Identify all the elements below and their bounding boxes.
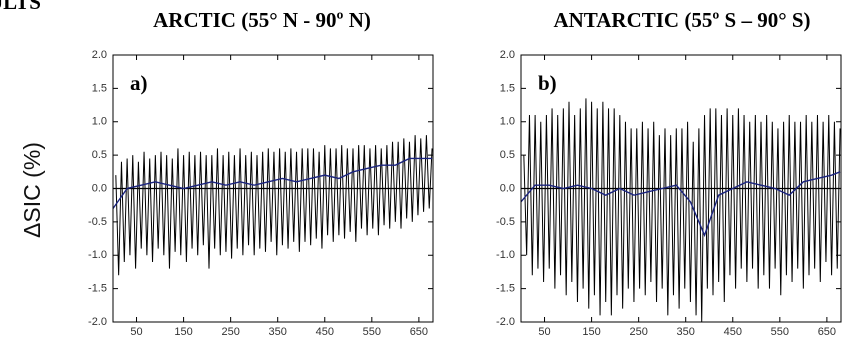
x-tick-label: 150	[582, 326, 600, 338]
y-tick-label: -1.5	[496, 283, 515, 295]
panel-label: a)	[130, 71, 148, 95]
x-tick-label: 50	[130, 326, 142, 338]
y-tick-label: 0.0	[92, 182, 107, 194]
y-tick-label: 2.0	[500, 49, 515, 61]
y-tick-label: 1.5	[500, 82, 515, 94]
y-tick-label: -2.0	[496, 316, 515, 328]
x-tick-label: 250	[629, 326, 647, 338]
chart-title: ANTARCTIC (55º S – 90° S)	[553, 8, 810, 32]
heading: ULTS	[0, 0, 41, 14]
chart-title: ARCTIC (55° N - 90º N)	[153, 8, 371, 32]
x-tick-label: 350	[677, 326, 695, 338]
plot-frame	[520, 54, 842, 323]
x-tick-label: 450	[724, 326, 742, 338]
data-line	[523, 98, 841, 322]
y-tick-label: -0.5	[496, 216, 515, 228]
x-tick-label: 250	[221, 326, 239, 338]
plot-frame	[112, 54, 434, 323]
panel-label: b)	[538, 71, 557, 95]
y-tick-label: 0.5	[500, 149, 515, 161]
x-tick-label: 650	[410, 326, 428, 338]
x-tick-label: 550	[771, 326, 789, 338]
x-tick-label: 450	[316, 326, 334, 338]
y-tick-label: 1.5	[92, 82, 107, 94]
x-tick-label: 650	[818, 326, 836, 338]
y-tick-label: -1.5	[88, 283, 107, 295]
y-tick-label: 1.0	[92, 116, 107, 128]
y-tick-label: -1.0	[88, 249, 107, 261]
y-tick-label: -2.0	[88, 316, 107, 328]
y-tick-label: -1.0	[496, 249, 515, 261]
y-tick-label: 2.0	[92, 49, 107, 61]
x-tick-label: 350	[269, 326, 287, 338]
data-line	[113, 157, 433, 209]
x-tick-label: 150	[174, 326, 192, 338]
y-axis-label: ΔSIC (%)	[19, 142, 45, 238]
y-tick-label: -0.5	[88, 216, 107, 228]
data-line	[115, 135, 433, 276]
x-tick-label: 50	[538, 326, 550, 338]
x-tick-label: 550	[363, 326, 381, 338]
y-tick-label: 1.0	[500, 116, 515, 128]
y-tick-label: 0.0	[500, 182, 515, 194]
data-line	[521, 171, 841, 238]
y-tick-label: 0.5	[92, 149, 107, 161]
